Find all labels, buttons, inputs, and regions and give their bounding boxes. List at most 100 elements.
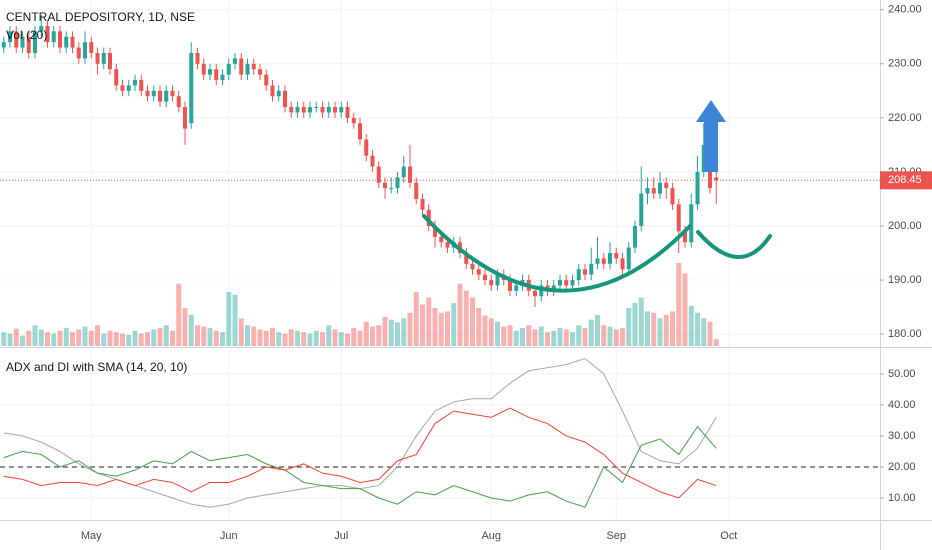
volume-bar: [70, 332, 75, 346]
volume-bar: [657, 318, 663, 346]
x-tick-label: Jun: [220, 530, 238, 542]
candle-body: [170, 90, 175, 97]
candle-body: [483, 274, 487, 281]
volume-bar: [601, 325, 607, 346]
candle-body: [151, 90, 156, 97]
volume-bar: [232, 294, 238, 346]
volume-bar: [88, 330, 94, 346]
volume-bar: [632, 303, 638, 346]
candle-body: [683, 231, 687, 243]
volume-bar: [351, 328, 357, 346]
volume-bar: [370, 326, 375, 346]
candle-body: [139, 80, 144, 91]
volume-bar: [595, 314, 600, 346]
volume-bar: [107, 330, 113, 346]
candle-body: [208, 69, 212, 75]
candle-body: [551, 285, 556, 291]
volume-bar: [407, 312, 413, 346]
volume-bar: [463, 290, 469, 346]
candle-body: [39, 25, 44, 32]
candle-body: [89, 42, 94, 53]
volume-bar: [495, 321, 500, 346]
candle-body: [701, 144, 706, 172]
volume-bar: [663, 314, 669, 346]
volume-bar: [338, 332, 344, 346]
volume-bar: [132, 330, 138, 346]
volume-bar: [257, 329, 263, 346]
volume-bar: [457, 283, 463, 346]
candle-body: [326, 107, 331, 113]
volume-bar: [157, 328, 163, 346]
volume-bar: [288, 329, 294, 346]
volume-bar: [138, 333, 144, 346]
candle-body: [589, 263, 594, 275]
volume-bar: [113, 332, 119, 346]
volume-bar: [101, 333, 107, 346]
volume-bar: [401, 318, 407, 346]
candle-body: [320, 107, 325, 113]
chart-title: CENTRAL DEPOSITORY, 1D, NSE: [6, 10, 195, 24]
candle-body: [414, 182, 419, 199]
volume-bar: [426, 297, 432, 346]
cup-drawing: [422, 214, 692, 293]
volume-bar: [501, 326, 507, 346]
candle-body: [295, 107, 300, 113]
candle-body: [495, 274, 500, 286]
candle-body: [239, 58, 244, 75]
volume-bar: [713, 339, 719, 346]
volume-bar: [676, 262, 682, 346]
candle-body: [608, 253, 612, 264]
volume-bar: [532, 329, 538, 346]
volume-bar: [651, 312, 657, 346]
volume-bar: [63, 328, 69, 346]
candle-body: [339, 107, 344, 113]
volume-bar: [188, 314, 194, 346]
candle-body: [251, 63, 256, 70]
candle-body: [333, 107, 337, 113]
volume-bar: [226, 292, 232, 346]
candle-body: [133, 80, 137, 86]
candle-body: [464, 253, 469, 264]
volume-bar: [482, 315, 488, 346]
volume-bar: [126, 334, 132, 346]
candle-body: [558, 280, 562, 286]
candle-body: [70, 36, 75, 48]
candle-body: [214, 69, 219, 81]
volume-bar: [245, 325, 250, 346]
candle-body: [383, 182, 387, 189]
volume-bar: [707, 321, 713, 346]
volume-bar: [357, 330, 363, 346]
candle-body: [120, 85, 125, 91]
volume-bar: [695, 312, 700, 346]
candle-body: [64, 36, 69, 48]
volume-bar: [32, 325, 38, 346]
volume-bar: [220, 332, 225, 346]
y-tick-label: 50.00: [888, 368, 916, 380]
volume-bar: [345, 333, 350, 346]
candle-body: [376, 166, 381, 183]
volume-bar: [332, 329, 338, 346]
candle-body: [164, 90, 169, 102]
candle-body: [264, 74, 269, 86]
volume-bar: [563, 329, 569, 346]
candle-body: [614, 253, 619, 259]
candle-body: [639, 193, 644, 226]
candle-body: [676, 204, 681, 232]
candle-body: [283, 90, 287, 108]
volume-bar: [670, 311, 675, 346]
volume-bar: [688, 305, 694, 346]
x-tick-label: Sep: [606, 530, 626, 542]
candle-body: [108, 52, 112, 70]
volume-bar: [607, 326, 613, 346]
volume-bar: [588, 319, 594, 346]
candle-body: [601, 258, 606, 264]
candle-body: [20, 36, 25, 48]
candle-body: [626, 247, 631, 270]
volume-bar: [1, 332, 7, 346]
candle-body: [489, 280, 494, 286]
y-tick-label: 200.00: [888, 220, 922, 232]
volume-bar: [238, 318, 244, 346]
volume-bar: [420, 304, 425, 346]
volume-bar: [163, 325, 169, 346]
